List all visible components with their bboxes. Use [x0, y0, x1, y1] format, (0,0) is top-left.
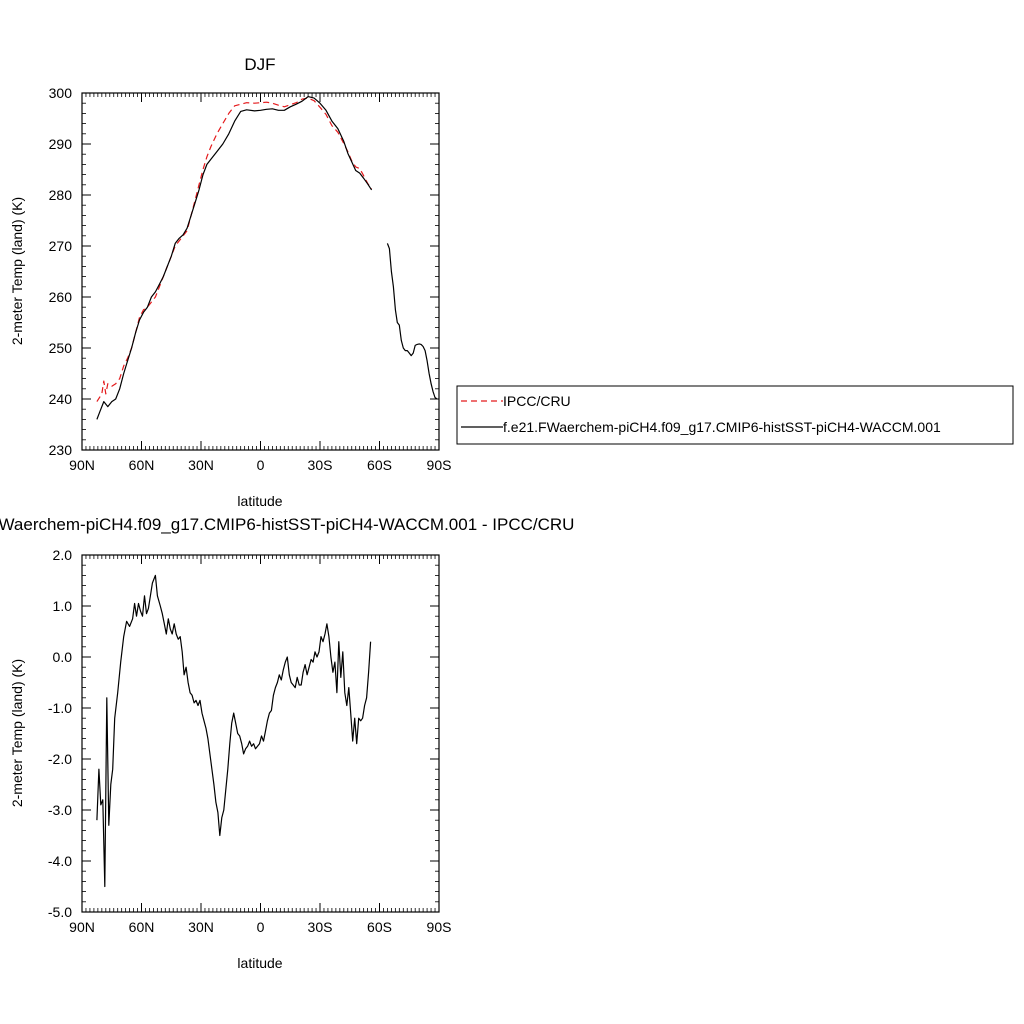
top-x-tick-label: 90N — [69, 457, 95, 473]
bottom-chart-xlabel: latitude — [237, 955, 282, 971]
bottom-chart-tick-labels: 90N 60N 30N 0 30S 60S 90S 2.0 1.0 0.0 -1.0 -2.0 -3.0… — [48, 547, 452, 935]
legend: IPCC/CRU f.e21.FWaerchem-piCH4.f09_g17.C… — [456, 385, 1014, 445]
top-y-tick-label: 230 — [49, 442, 73, 458]
legend-label-ipcc: IPCC/CRU — [503, 393, 571, 409]
bottom-x-tick-label: 0 — [257, 919, 265, 935]
top-chart-ylabel: 2-meter Temp (land) (K) — [9, 197, 25, 345]
top-chart-series — [96, 95, 438, 420]
bottom-x-tick-label: 90S — [427, 919, 452, 935]
top-x-tick-label: 60N — [129, 457, 155, 473]
bottom-x-tick-label: 60S — [367, 919, 392, 935]
top-series-ipcc-cru-line — [96, 97, 373, 402]
legend-label-model: f.e21.FWaerchem-piCH4.f09_g17.CMIP6-hist… — [503, 419, 941, 435]
top-x-tick-label: 30N — [188, 457, 214, 473]
top-series-model-line — [386, 243, 438, 400]
bottom-series-model-line — [96, 574, 372, 888]
bottom-chart-frame — [81, 554, 440, 913]
top-y-tick-label: 280 — [49, 187, 73, 203]
bottom-y-tick-label: -5.0 — [48, 904, 72, 920]
top-chart-frame — [81, 92, 440, 451]
top-series-model-line — [96, 95, 373, 420]
bottom-y-tick-label: -1.0 — [48, 700, 72, 716]
legend-box — [456, 385, 1014, 445]
top-chart-xlabel: latitude — [237, 493, 282, 509]
top-x-tick-label: 0 — [257, 457, 265, 473]
top-chart-ticks — [81, 92, 440, 451]
bottom-x-tick-label: 60N — [129, 919, 155, 935]
bottom-y-tick-label: -2.0 — [48, 751, 72, 767]
top-chart-title: DJF — [244, 55, 275, 74]
top-y-tick-label: 270 — [49, 238, 73, 254]
bottom-y-tick-label: 1.0 — [53, 598, 73, 614]
bottom-chart-ticks — [81, 554, 440, 913]
bottom-chart-ylabel: 2-meter Temp (land) (K) — [9, 659, 25, 807]
top-x-tick-label: 30S — [308, 457, 333, 473]
bottom-y-tick-label: 0.0 — [53, 649, 73, 665]
bottom-y-tick-label: -3.0 — [48, 802, 72, 818]
top-y-tick-label: 240 — [49, 391, 73, 407]
top-y-tick-label: 300 — [49, 85, 73, 101]
top-x-tick-label: 60S — [367, 457, 392, 473]
top-chart-tick-labels: 90N 60N 30N 0 30S 60S 90S 230 240 250 260 270 280 290… — [49, 85, 452, 473]
bottom-chart-title: f.e21.FWaerchem-piCH4.f09_g17.CMIP6-hist… — [0, 515, 574, 534]
bottom-x-tick-label: 30N — [188, 919, 214, 935]
top-x-tick-label: 90S — [427, 457, 452, 473]
bottom-x-tick-label: 90N — [69, 919, 95, 935]
bottom-panel: f.e21.FWaerchem-piCH4.f09_g17.CMIP6-hist… — [0, 515, 574, 971]
bottom-x-tick-label: 30S — [308, 919, 333, 935]
bottom-y-tick-label: -4.0 — [48, 853, 72, 869]
top-panel: DJF 90N 60N 30N 0 30S 60S 90S 230 240 250 260 270 28… — [9, 55, 451, 509]
bottom-chart-series — [96, 574, 372, 888]
top-y-tick-label: 250 — [49, 340, 73, 356]
top-y-tick-label: 260 — [49, 289, 73, 305]
bottom-y-tick-label: 2.0 — [53, 547, 73, 563]
top-y-tick-label: 290 — [49, 136, 73, 152]
